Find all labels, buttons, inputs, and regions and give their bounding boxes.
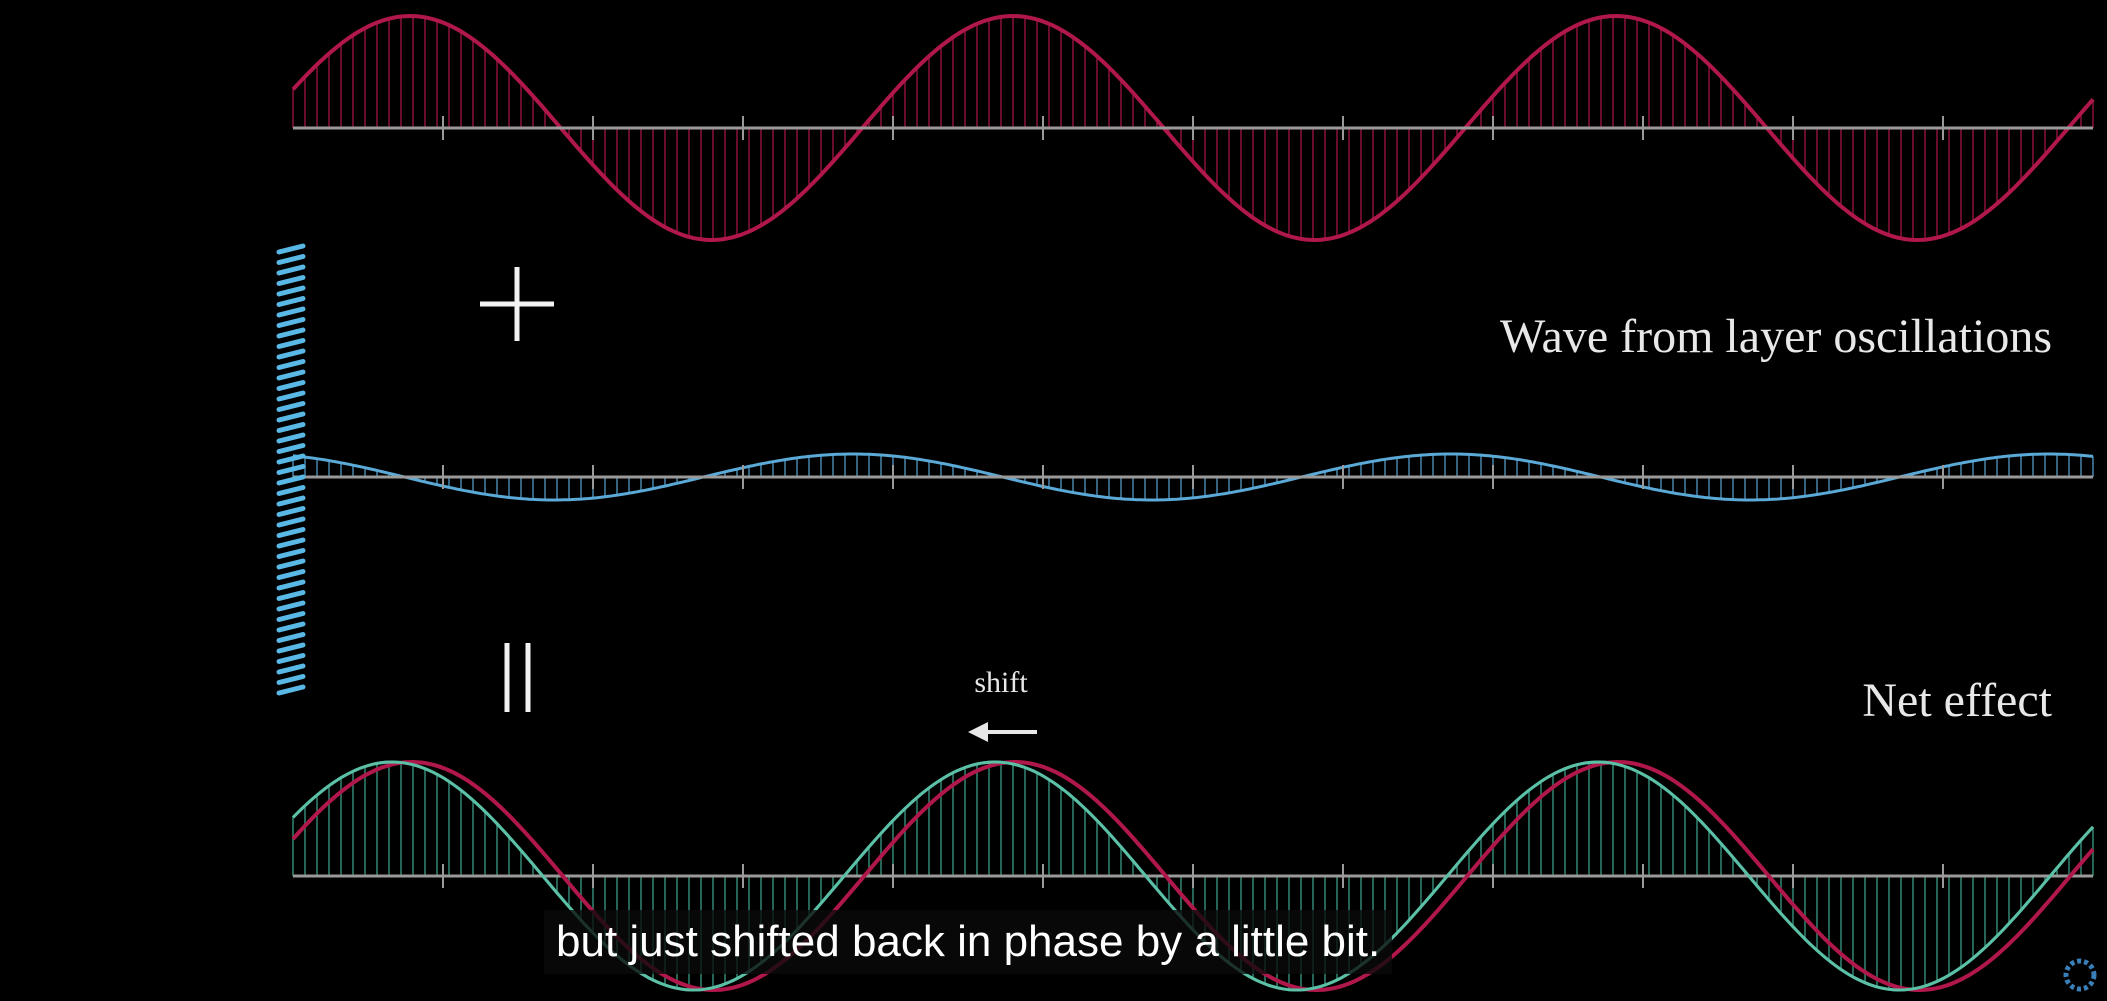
spring-coil — [279, 530, 303, 536]
spring-coil — [279, 540, 303, 546]
spring-coil — [279, 656, 303, 662]
spring-coil — [279, 677, 303, 683]
spring-coil — [279, 330, 303, 336]
loading-icon — [2066, 961, 2094, 989]
spring-coil — [279, 519, 303, 525]
shift-label: shift — [974, 666, 1028, 699]
spring-coil — [279, 561, 303, 567]
waves — [293, 16, 2093, 990]
spring-coil — [279, 246, 303, 252]
wave-label: Wave from layer oscillations — [1500, 310, 2052, 363]
spring-coil — [279, 425, 303, 431]
spring-coil — [279, 551, 303, 557]
subtitle: but just shifted back in phase by a litt… — [544, 910, 1392, 974]
video-frame: Wave from layer oscillations Net effect … — [0, 0, 2107, 1001]
spring-coil — [279, 477, 303, 483]
spring-coil — [279, 498, 303, 504]
spring-coil — [279, 666, 303, 672]
spring-coil — [279, 320, 303, 326]
spring-coil — [279, 467, 303, 473]
spring-coil — [279, 414, 303, 420]
spring-coil — [279, 572, 303, 578]
spring-coil — [279, 341, 303, 347]
spring-coil — [279, 446, 303, 452]
spring-coil — [279, 582, 303, 588]
spring-coil — [279, 488, 303, 494]
spring-coil — [279, 404, 303, 410]
plus-sign — [480, 267, 554, 341]
spring-coil — [279, 645, 303, 651]
animation: Wave from layer oscillations Net effect … — [0, 0, 2107, 1001]
spring-coil — [279, 362, 303, 368]
shift-arrow — [968, 722, 1037, 742]
layer-spring — [279, 246, 303, 693]
spring-coil — [279, 309, 303, 315]
spring-coil — [279, 383, 303, 389]
spring-coil — [279, 687, 303, 693]
equals-sign — [507, 643, 528, 712]
spring-coil — [279, 278, 303, 284]
spring-coil — [279, 624, 303, 630]
spring-coil — [279, 372, 303, 378]
spring-coil — [279, 435, 303, 441]
spring-coil — [279, 635, 303, 641]
spring-coil — [279, 614, 303, 620]
spring-coil — [279, 299, 303, 305]
spring-coil — [279, 288, 303, 294]
net-label: Net effect — [1862, 674, 2052, 727]
spring-coil — [279, 603, 303, 609]
spring-coil — [279, 257, 303, 263]
spring-coil — [279, 593, 303, 599]
spring-coil — [279, 509, 303, 515]
spring-coil — [279, 267, 303, 273]
spring-coil — [279, 456, 303, 462]
spring-coil — [279, 351, 303, 357]
spring-coil — [279, 393, 303, 399]
